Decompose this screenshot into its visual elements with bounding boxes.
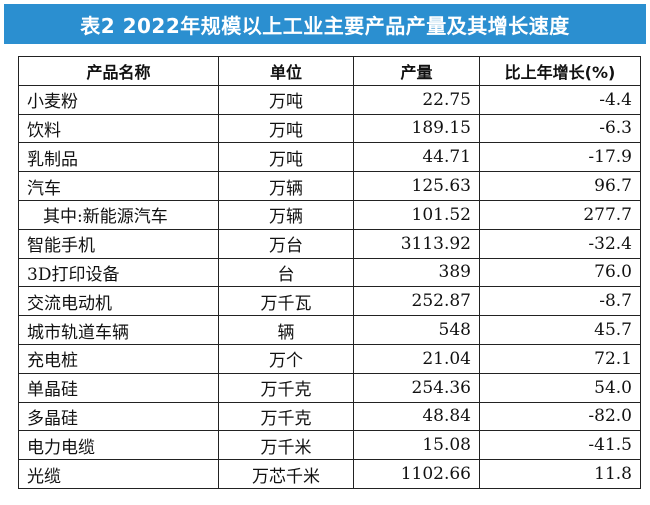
cell-growth: 11.8 xyxy=(479,459,641,489)
header-output: 产量 xyxy=(353,56,480,86)
header-product-name: 产品名称 xyxy=(18,56,219,86)
cell-unit: 万台 xyxy=(218,228,354,259)
table-row: 小麦粉 万吨 22.75 -4.4 xyxy=(18,84,641,115)
table-row: 乳制品 万吨 44.71 -17.9 xyxy=(18,142,641,173)
cell-product-name: 电力电缆 xyxy=(18,430,219,461)
cell-unit: 万千克 xyxy=(218,401,354,432)
cell-unit: 万辆 xyxy=(218,199,354,230)
header-row: 产品名称 单位 产量 比上年增长(%) xyxy=(18,56,641,86)
cell-growth: -82.0 xyxy=(479,401,641,432)
cell-product-name: 充电桩 xyxy=(18,343,219,374)
cell-output: 254.36 xyxy=(353,372,480,403)
cell-output: 15.08 xyxy=(353,430,480,461)
cell-unit: 万千米 xyxy=(218,430,354,461)
cell-output: 22.75 xyxy=(353,84,480,115)
cell-product-name: 乳制品 xyxy=(18,142,219,173)
cell-product-name: 城市轨道车辆 xyxy=(18,315,219,345)
cell-unit: 万个 xyxy=(218,343,354,374)
cell-product-name: 小麦粉 xyxy=(18,84,219,115)
cell-growth: 277.7 xyxy=(479,199,641,230)
cell-output: 101.52 xyxy=(353,199,480,230)
table-row: 其中:新能源汽车 万辆 101.52 277.7 xyxy=(18,199,641,230)
table-title: 表2 2022年规模以上工业主要产品产量及其增长速度 xyxy=(4,4,646,44)
table-row: 饮料 万吨 189.15 -6.3 xyxy=(18,113,641,144)
cell-product-name: 饮料 xyxy=(18,113,219,144)
cell-product-name: 其中:新能源汽车 xyxy=(18,199,219,230)
cell-growth: -8.7 xyxy=(479,286,641,317)
cell-growth: -17.9 xyxy=(479,142,641,173)
cell-product-name: 光缆 xyxy=(18,459,219,489)
table-row: 交流电动机 万千瓦 252.87 -8.7 xyxy=(18,286,641,317)
cell-growth: 72.1 xyxy=(479,343,641,374)
cell-unit: 台 xyxy=(218,257,354,288)
cell-output: 3113.92 xyxy=(353,228,480,259)
cell-unit: 万辆 xyxy=(218,171,354,201)
cell-output: 548 xyxy=(353,315,480,345)
cell-unit: 辆 xyxy=(218,315,354,345)
cell-output: 389 xyxy=(353,257,480,288)
cell-product-name: 智能手机 xyxy=(18,228,219,259)
table-row: 多晶硅 万千克 48.84 -82.0 xyxy=(18,401,641,432)
cell-output: 44.71 xyxy=(353,142,480,173)
cell-unit: 万吨 xyxy=(218,142,354,173)
cell-product-name: 交流电动机 xyxy=(18,286,219,317)
table-row: 城市轨道车辆辆 548 45.7 xyxy=(18,315,641,345)
cell-growth: 76.0 xyxy=(479,257,641,288)
cell-unit: 万千克 xyxy=(218,372,354,403)
table-row: 3D打印设备台 389 76.0 xyxy=(18,257,641,288)
cell-output: 1102.66 xyxy=(353,459,480,489)
cell-growth: 96.7 xyxy=(479,171,641,201)
header-unit: 单位 xyxy=(218,56,354,86)
cell-output: 125.63 xyxy=(353,171,480,201)
cell-growth: -6.3 xyxy=(479,113,641,144)
table-row: 电力电缆 万千米 15.08 -41.5 xyxy=(18,430,641,461)
cell-product-name: 多晶硅 xyxy=(18,401,219,432)
cell-product-name: 3D打印设备 xyxy=(18,257,219,288)
production-table: 产品名称 单位 产量 比上年增长(%) 小麦粉 万吨 22.75 -4.4 饮料 万吨 18… xyxy=(18,56,641,489)
table-row: 充电桩 万个 21.04 72.1 xyxy=(18,343,641,374)
cell-growth: 45.7 xyxy=(479,315,641,345)
cell-unit: 万吨 xyxy=(218,113,354,144)
table-row: 单晶硅 万千克 254.36 54.0 xyxy=(18,372,641,403)
cell-unit: 万吨 xyxy=(218,84,354,115)
cell-growth: 54.0 xyxy=(479,372,641,403)
header-growth: 比上年增长(%) xyxy=(479,56,641,86)
table-row: 汽车 万辆 125.63 96.7 xyxy=(18,171,641,201)
cell-unit: 万芯千米 xyxy=(218,459,354,489)
cell-product-name: 单晶硅 xyxy=(18,372,219,403)
cell-product-name: 汽车 xyxy=(18,171,219,201)
cell-output: 252.87 xyxy=(353,286,480,317)
table-row: 智能手机 万台 3113.92 -32.4 xyxy=(18,228,641,259)
cell-output: 48.84 xyxy=(353,401,480,432)
cell-growth: -32.4 xyxy=(479,228,641,259)
cell-unit: 万千瓦 xyxy=(218,286,354,317)
cell-output: 21.04 xyxy=(353,343,480,374)
table-row: 光缆 万芯千米 1102.66 11.8 xyxy=(18,459,641,489)
cell-growth: -4.4 xyxy=(479,84,641,115)
cell-output: 189.15 xyxy=(353,113,480,144)
cell-growth: -41.5 xyxy=(479,430,641,461)
